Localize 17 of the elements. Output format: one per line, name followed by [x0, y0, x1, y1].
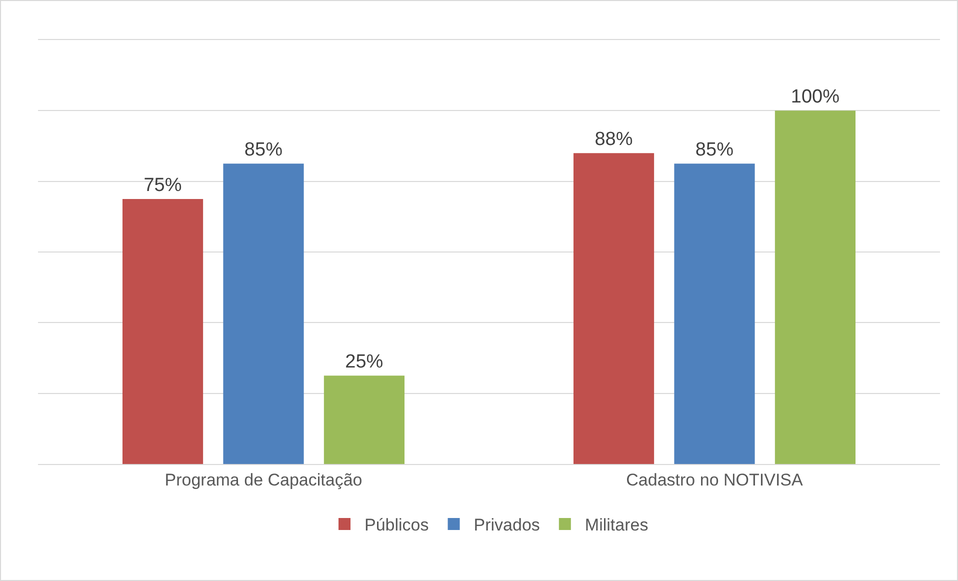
data-label: 85%	[695, 140, 734, 161]
legend-label: Privados	[474, 516, 540, 535]
data-label: 88%	[594, 129, 633, 150]
x-tick-label: Cadastro no NOTIVISA	[626, 470, 804, 490]
x-tick-label: Programa de Capacitação	[164, 470, 362, 490]
bar	[573, 153, 654, 464]
bar	[674, 164, 755, 464]
bar	[324, 376, 405, 464]
legend-label: Militares	[584, 516, 648, 535]
data-label: 25%	[345, 352, 384, 373]
data-label: 100%	[790, 86, 840, 108]
bar	[774, 110, 856, 464]
legend-label: Públicos	[364, 516, 429, 535]
bar	[122, 199, 204, 464]
data-label: 85%	[244, 140, 283, 161]
data-label: 75%	[144, 175, 182, 196]
bar	[223, 164, 304, 464]
